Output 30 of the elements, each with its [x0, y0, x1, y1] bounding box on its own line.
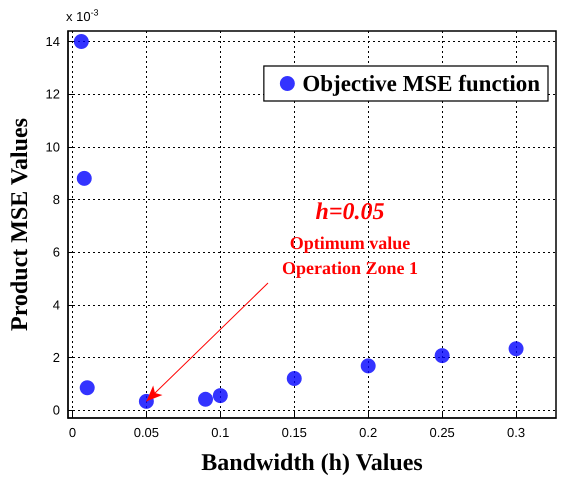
x-tick-label: 0 — [68, 425, 76, 440]
y-tick-label: 4 — [52, 297, 60, 312]
x-tick-label: 0.25 — [429, 425, 455, 440]
annotation: Optimum value — [290, 233, 410, 253]
point — [286, 371, 302, 386]
x-tick-label: 0.3 — [507, 425, 526, 440]
y-tick-label: 14 — [46, 34, 60, 50]
x-tick-label: 0.15 — [282, 425, 307, 440]
y-tick-label: 2 — [52, 350, 60, 365]
y-axis-title: Product MSE Values — [7, 118, 33, 331]
point — [212, 388, 228, 404]
x-tick-label: 0.1 — [211, 425, 230, 440]
legend-label: Objective MSE function — [302, 71, 540, 96]
point — [508, 341, 524, 356]
point — [198, 392, 214, 407]
x-axis-title: Bandwidth (h) Values — [201, 450, 423, 476]
point — [434, 348, 450, 364]
annotation: h=0.05 — [315, 199, 385, 225]
y-tick-label: 12 — [46, 86, 60, 102]
point — [74, 34, 89, 50]
y-tick-label: 10 — [46, 139, 60, 154]
x-tick-label: 0.05 — [134, 425, 160, 440]
y-tick-label: 6 — [52, 244, 60, 260]
y-tick-label: 8 — [52, 192, 60, 207]
annotation: Operation Zone 1 — [282, 258, 418, 278]
y-tick-label: 0 — [52, 402, 60, 418]
x-tick-label: 0.2 — [359, 425, 378, 440]
point — [80, 380, 95, 396]
point — [76, 170, 92, 186]
point — [360, 358, 376, 374]
